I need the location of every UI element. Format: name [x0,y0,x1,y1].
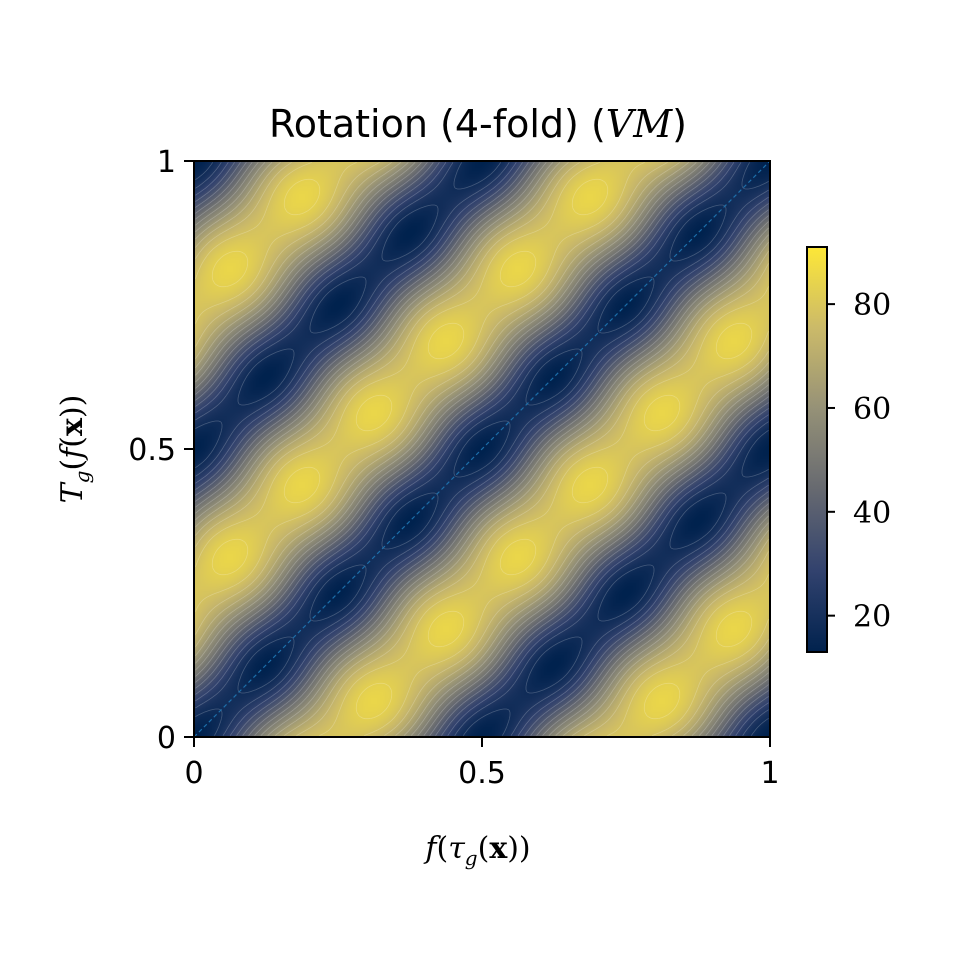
x-axis: 0 0.5 1 [184,737,780,791]
contour-line [195,162,769,736]
diagonal-line [194,161,770,737]
y-axis: 00.51 [128,145,194,756]
colorbar-fill [807,247,827,652]
contour-line [195,162,769,736]
title-math: VM [606,102,673,146]
colorbar-tick-label: 40 [853,496,891,531]
contour-line [195,162,769,736]
heatmap-area [194,161,770,737]
colorbar-tick-label: 60 [853,392,891,427]
chart-title: Rotation (4-fold) (VM) [269,102,687,146]
colorbar-tick-label: 80 [853,288,891,323]
contour-line [195,162,769,736]
colorbar-ticks: 20 40 60 80 [827,288,891,635]
title-close: ) [672,102,687,146]
contour-line [195,162,769,736]
x-axis-label: f(τg(x)) [423,831,530,870]
contour-line [195,162,769,736]
colorbar-frame [806,246,828,653]
title-text: Rotation (4-fold) ( [269,102,606,146]
contour-line [195,162,769,736]
x-tick-label: 0.5 [458,756,506,791]
colorbar: 20 40 60 80 [806,246,891,653]
contour-lines [195,162,769,736]
x-tick-label: 0 [184,756,203,791]
x-tick-label: 1 [760,756,779,791]
contour-line [195,162,769,736]
contour-line [195,162,769,736]
contour-line [195,162,769,736]
colorbar-tick-label: 20 [853,600,891,635]
contour-line [195,162,769,736]
y-tick-label: 1 [157,145,176,180]
contour-line [211,178,753,720]
y-axis-label: Tg(f(x)) [55,395,94,504]
contour-line [195,162,769,736]
y-tick-label: 0 [157,721,176,756]
y-tick-label: 0.5 [128,433,176,468]
